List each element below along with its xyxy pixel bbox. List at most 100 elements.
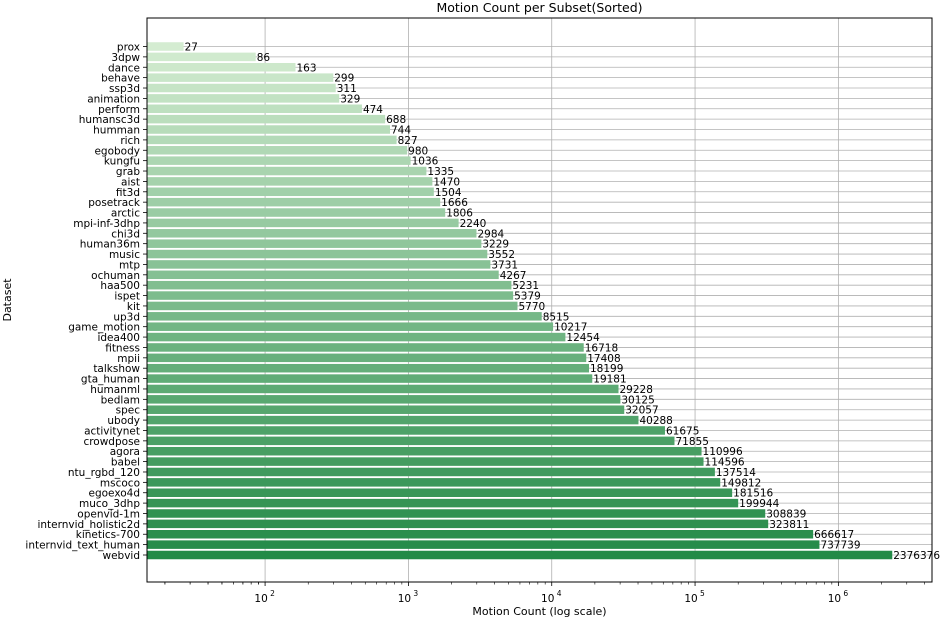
bar-gta_human: [147, 374, 593, 383]
y-tick-label: babel: [111, 457, 140, 469]
bar-crowdpose: [147, 436, 675, 446]
y-tick-label: perform: [98, 104, 140, 116]
bar-kit: [147, 301, 518, 311]
value-label: 474: [363, 104, 383, 116]
y-tick-label: humanml: [90, 384, 140, 396]
bar-human36m: [147, 239, 482, 248]
y-tick-label: muco_3dhp: [79, 498, 140, 510]
y-tick-label: mtp: [119, 259, 140, 271]
bar-up3d: [147, 312, 542, 321]
value-label: 181516: [733, 488, 773, 500]
value-label: 311: [337, 83, 357, 95]
y-tick-label: haa500: [100, 280, 140, 292]
bar-idea400: [147, 332, 566, 342]
x-tick-label: 10: [254, 593, 267, 605]
value-label: 329: [340, 93, 360, 105]
y-tick-label: humansc3d: [79, 114, 140, 126]
y-tick-label: 3dpw: [111, 52, 140, 64]
x-axis-label: Motion Count (log scale): [472, 605, 606, 618]
value-label: 18199: [590, 363, 623, 375]
bar-webvid: [147, 550, 893, 560]
value-label: 2376376: [893, 550, 940, 562]
bar-activitynet: [147, 426, 665, 435]
x-tick-label-exponent: 3: [413, 589, 418, 598]
value-label: 32057: [625, 405, 658, 417]
value-label: 27: [185, 42, 198, 54]
bar-humanml: [147, 384, 619, 394]
y-tick-label: kit: [127, 301, 140, 313]
value-label: 8515: [543, 311, 570, 323]
bar-posetrack: [147, 197, 441, 207]
y-tick-label: egoexo4d: [89, 488, 141, 500]
y-tick-label: activitynet: [84, 425, 140, 437]
y-tick-label: talkshow: [93, 363, 140, 375]
y-tick-label: animation: [87, 93, 140, 105]
value-label: 29228: [619, 384, 652, 396]
y-tick-label: ntu_rgbd_120: [68, 467, 140, 479]
value-label: 86: [257, 52, 271, 64]
bar-humansc3d: [147, 114, 386, 124]
bar-mpii: [147, 353, 587, 363]
y-tick-label: idea400: [97, 332, 140, 344]
y-tick-label: behave: [101, 73, 140, 85]
value-label: 299: [334, 73, 354, 85]
value-label: 114596: [705, 457, 745, 469]
y-tick-label: gta_human: [81, 374, 140, 386]
y-tick-label: arctic: [111, 208, 140, 220]
bar-ispet: [147, 291, 514, 300]
value-label: 30125: [621, 394, 654, 406]
value-label: 5231: [512, 280, 539, 292]
value-label: 2984: [477, 228, 504, 240]
bar-internvid_text_human: [147, 540, 820, 549]
bar-ubody: [147, 415, 639, 425]
bar-mscoco: [147, 478, 721, 487]
bar-perform: [147, 104, 362, 114]
bar-music: [147, 249, 488, 259]
y-tick-label: game_motion: [68, 322, 140, 334]
x-tick-label-exponent: 5: [700, 589, 705, 598]
y-tick-label: ssp3d: [109, 83, 140, 95]
y-tick-label: internvid_holistic2d: [37, 519, 140, 531]
y-tick-label: posetrack: [88, 197, 141, 209]
y-tick-label: crowdpose: [83, 436, 140, 448]
bar-bedlam: [147, 395, 621, 404]
x-tick-label: 10: [684, 593, 697, 605]
bar-ssp3d: [147, 83, 336, 93]
value-labels-layer: 2786163299311329474688744827980103613351…: [185, 42, 941, 563]
y-tick-labels-layer: prox3dpwdancebehavessp3danimationperform…: [25, 42, 147, 562]
bar-rich: [147, 135, 397, 145]
y-tick-label: ispet: [114, 291, 140, 303]
y-tick-label: agora: [110, 446, 140, 458]
bar-prox: [147, 42, 184, 51]
value-label: 199944: [739, 498, 779, 510]
value-label: 19181: [593, 374, 626, 386]
value-label: 1806: [446, 208, 473, 220]
value-label: 16718: [585, 342, 618, 354]
value-label: 3552: [488, 249, 515, 261]
bar-ntu_rgbd_120: [147, 467, 715, 477]
y-tick-label: mpi-inf-3dhp: [73, 218, 140, 230]
bar-chi3d: [147, 229, 477, 238]
y-tick-label: aist: [121, 176, 140, 188]
bar-humman: [147, 125, 391, 134]
y-tick-label: fitness: [105, 342, 140, 354]
value-label: 308839: [766, 508, 806, 520]
value-label: 12454: [566, 332, 600, 344]
value-label: 137514: [716, 467, 756, 479]
y-tick-label: internvid_text_human: [25, 540, 140, 552]
bar-kinetics-700: [147, 529, 814, 539]
y-tick-label: webvid: [102, 550, 140, 562]
bar-aist: [147, 177, 433, 186]
y-tick-label: ochuman: [91, 270, 140, 282]
value-label: 744: [391, 125, 411, 137]
bar-dance: [147, 63, 296, 72]
x-tick-label: 10: [541, 593, 554, 605]
bar-agora: [147, 446, 702, 456]
bar-mtp: [147, 260, 491, 269]
y-tick-label: prox: [117, 42, 140, 54]
bar-animation: [147, 94, 340, 103]
bar-muco_3dhp: [147, 498, 739, 508]
bar-game_motion: [147, 322, 554, 331]
y-tick-label: chi3d: [111, 228, 140, 240]
